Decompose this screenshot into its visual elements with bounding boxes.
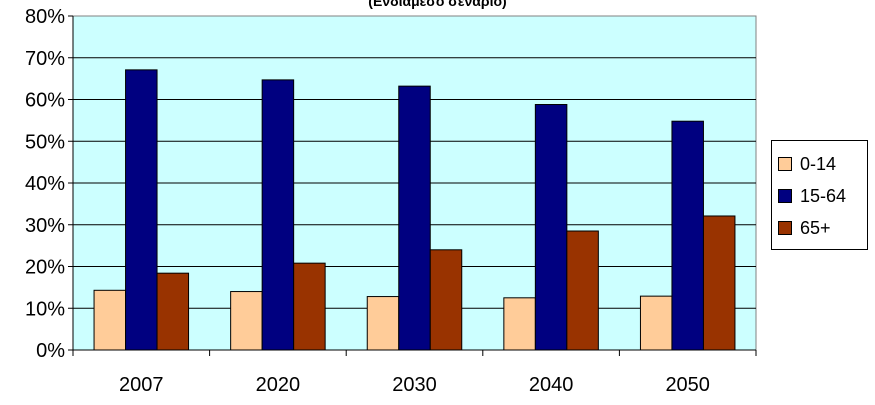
- y-tick-label: 10%: [25, 298, 65, 320]
- legend-item-0-14: 0-14: [778, 148, 861, 180]
- legend-swatch-65-plus: [778, 221, 792, 235]
- y-axis: 0% 10% 20% 30% 40% 50% 60% 70% 80%: [25, 6, 74, 362]
- y-tick-label: 80%: [25, 6, 65, 28]
- bar-0-14-2050: [639, 295, 673, 351]
- bar-15-64-2020: [261, 79, 295, 351]
- legend-item-65-plus: 65+: [778, 212, 861, 244]
- x-tick-label: 2050: [665, 374, 710, 396]
- legend-label-15-64: 15-64: [800, 185, 847, 206]
- bar-0-14-2020: [230, 291, 263, 351]
- bar-65+-2020: [293, 262, 326, 351]
- y-tick-label: 60%: [25, 90, 65, 112]
- x-tick-label: 2020: [256, 374, 301, 396]
- x-axis: 2007 2020 2030 2040 2050: [72, 349, 757, 396]
- bars: [93, 69, 736, 351]
- bar-0-14-2040: [503, 297, 536, 351]
- y-tick-label: 20%: [25, 257, 65, 279]
- bar-65+-2030: [429, 249, 463, 351]
- y-tick-label: 30%: [25, 215, 65, 237]
- y-tick-label: 50%: [25, 131, 65, 153]
- y-tick-label: 70%: [25, 48, 65, 70]
- bar-65+-2040: [566, 230, 599, 351]
- legend: 0-14 15-64 65+: [771, 140, 868, 250]
- bar-0-14-2030: [366, 296, 400, 351]
- bar-15-64-2030: [398, 85, 431, 351]
- legend-label-65-plus: 65+: [800, 217, 831, 238]
- y-tick-label: 0%: [36, 340, 65, 362]
- legend-label-0-14: 0-14: [800, 153, 837, 174]
- x-tick-label: 2007: [119, 374, 164, 396]
- bar-65+-2007: [156, 272, 190, 351]
- bar-15-64-2050: [671, 120, 704, 351]
- x-tick-label: 2040: [529, 374, 574, 396]
- y-tick-label: 40%: [25, 173, 65, 195]
- bar-65+-2050: [702, 215, 736, 351]
- legend-item-15-64: 15-64: [778, 180, 861, 212]
- x-tick-label: 2030: [392, 374, 437, 396]
- legend-swatch-15-64: [778, 189, 792, 203]
- bar-0-14-2007: [93, 289, 127, 351]
- legend-swatch-0-14: [778, 157, 792, 171]
- bar-15-64-2040: [534, 104, 568, 351]
- bar-15-64-2007: [125, 69, 158, 351]
